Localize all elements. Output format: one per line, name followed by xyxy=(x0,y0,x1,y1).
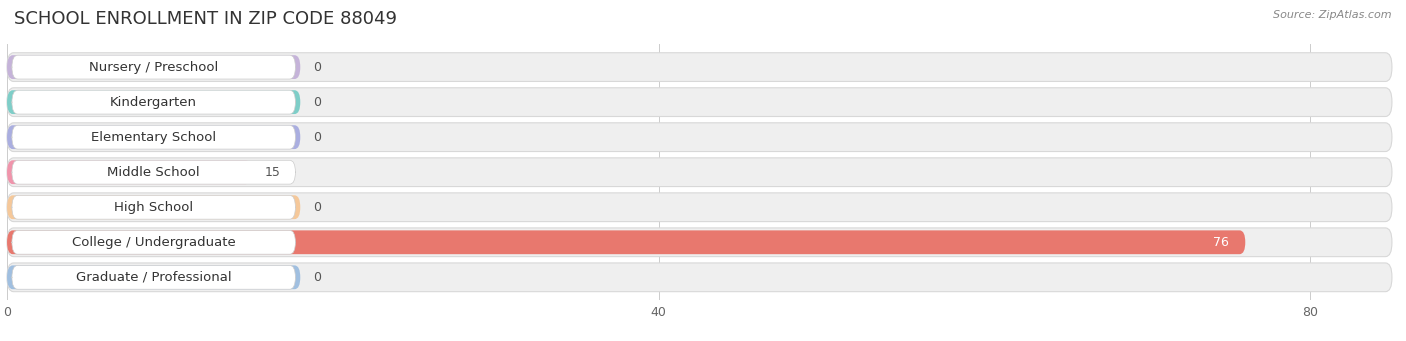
Text: Kindergarten: Kindergarten xyxy=(110,95,197,109)
FancyBboxPatch shape xyxy=(7,160,252,184)
FancyBboxPatch shape xyxy=(7,265,301,289)
Text: Elementary School: Elementary School xyxy=(91,131,217,144)
FancyBboxPatch shape xyxy=(11,231,295,254)
Text: High School: High School xyxy=(114,201,193,214)
FancyBboxPatch shape xyxy=(7,263,1392,292)
Text: 15: 15 xyxy=(264,166,280,179)
FancyBboxPatch shape xyxy=(11,265,295,289)
FancyBboxPatch shape xyxy=(11,160,295,184)
Text: 76: 76 xyxy=(1213,236,1229,249)
FancyBboxPatch shape xyxy=(11,195,295,219)
Text: 0: 0 xyxy=(314,61,322,74)
FancyBboxPatch shape xyxy=(7,231,1246,254)
Text: College / Undergraduate: College / Undergraduate xyxy=(72,236,236,249)
FancyBboxPatch shape xyxy=(7,195,301,219)
Text: Graduate / Professional: Graduate / Professional xyxy=(76,271,232,284)
FancyBboxPatch shape xyxy=(7,123,1392,151)
FancyBboxPatch shape xyxy=(11,55,295,79)
FancyBboxPatch shape xyxy=(11,125,295,149)
FancyBboxPatch shape xyxy=(7,55,301,79)
FancyBboxPatch shape xyxy=(7,53,1392,81)
FancyBboxPatch shape xyxy=(7,228,1392,257)
Text: 0: 0 xyxy=(314,131,322,144)
Text: SCHOOL ENROLLMENT IN ZIP CODE 88049: SCHOOL ENROLLMENT IN ZIP CODE 88049 xyxy=(14,10,396,28)
Text: Source: ZipAtlas.com: Source: ZipAtlas.com xyxy=(1274,10,1392,20)
FancyBboxPatch shape xyxy=(7,193,1392,222)
Text: Middle School: Middle School xyxy=(107,166,200,179)
Text: 0: 0 xyxy=(314,271,322,284)
FancyBboxPatch shape xyxy=(7,158,1392,187)
FancyBboxPatch shape xyxy=(7,88,1392,117)
FancyBboxPatch shape xyxy=(7,90,301,114)
Text: Nursery / Preschool: Nursery / Preschool xyxy=(89,61,218,74)
Text: 0: 0 xyxy=(314,95,322,109)
Text: 0: 0 xyxy=(314,201,322,214)
FancyBboxPatch shape xyxy=(11,90,295,114)
FancyBboxPatch shape xyxy=(7,125,301,149)
